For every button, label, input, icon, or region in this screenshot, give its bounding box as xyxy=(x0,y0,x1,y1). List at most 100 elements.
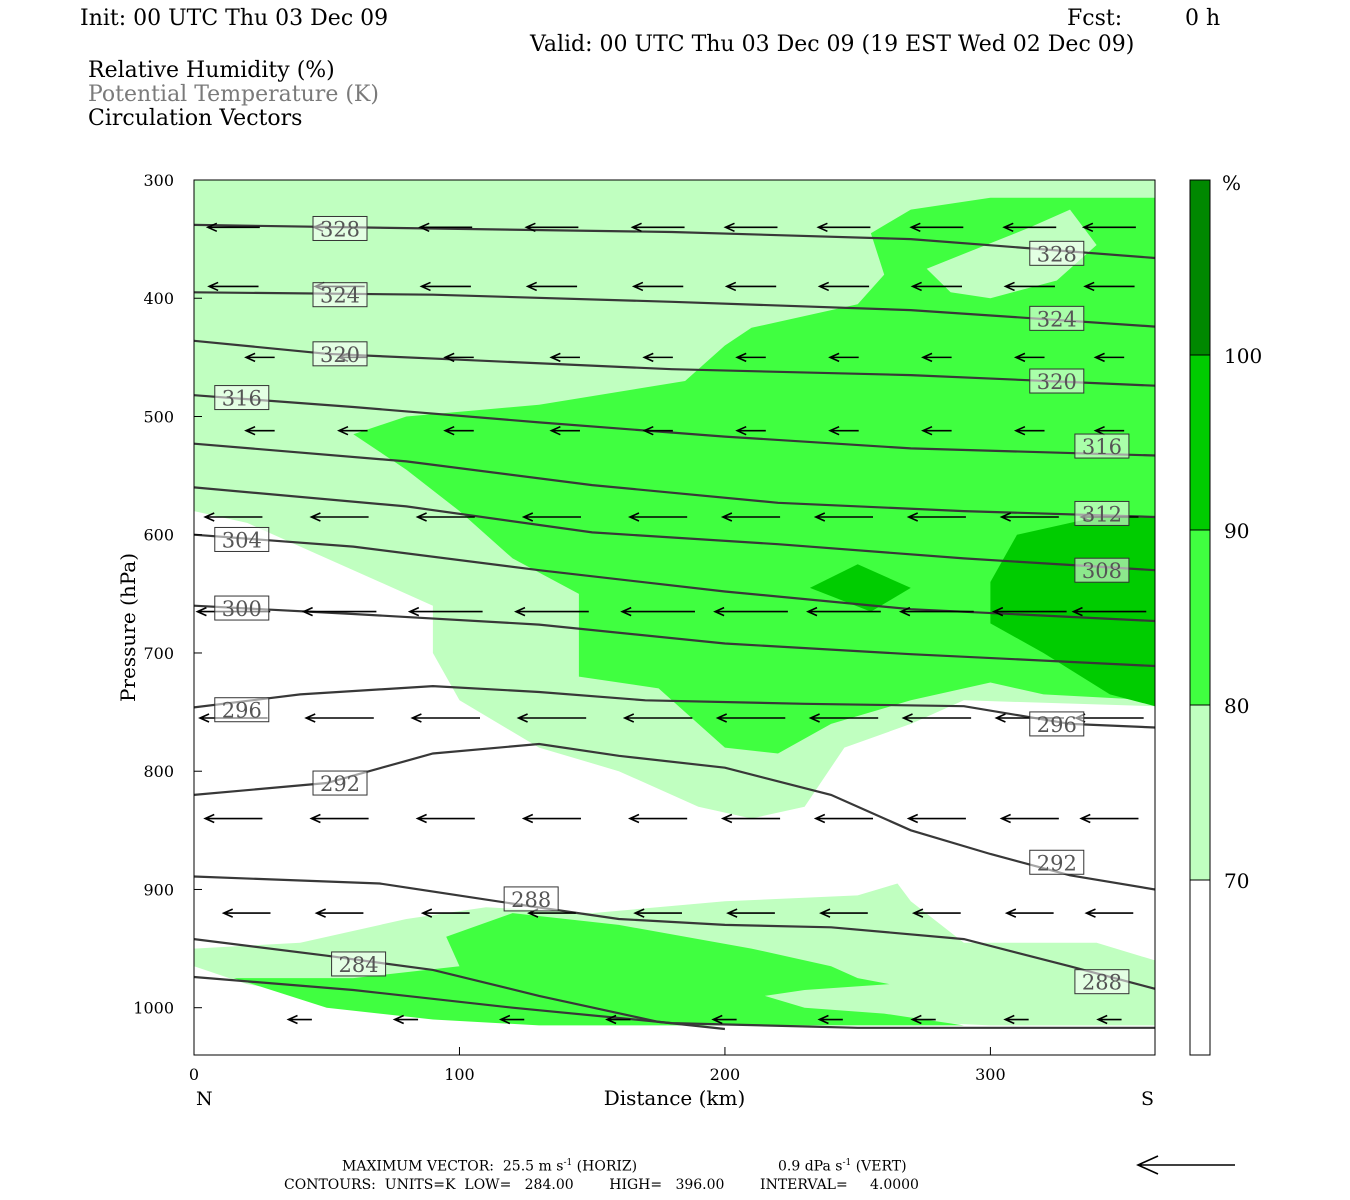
wind-vector xyxy=(726,908,775,918)
wind-vector xyxy=(392,1014,419,1025)
wind-vector xyxy=(407,606,483,617)
wind-vector xyxy=(828,425,859,436)
wind-vector xyxy=(419,281,471,292)
colorbar-label: 80 xyxy=(1224,694,1249,718)
wind-vector xyxy=(1002,222,1057,233)
wind-vector xyxy=(828,352,859,363)
colorbar-segment xyxy=(1190,705,1210,880)
theta-label-box xyxy=(503,886,559,912)
wind-vector xyxy=(620,606,695,617)
theta-label-text: 320 xyxy=(320,343,360,367)
theta-label-box xyxy=(1074,557,1130,583)
wind-vector xyxy=(921,352,952,363)
wind-vector xyxy=(735,352,766,363)
wind-vector xyxy=(309,512,369,522)
colorbar-label: 70 xyxy=(1224,869,1249,893)
theta-label-box xyxy=(1029,305,1085,331)
y-tick-label: 1000 xyxy=(133,999,174,1018)
theta-label-text: 324 xyxy=(320,284,360,308)
colorbar-unit: % xyxy=(1222,171,1241,195)
wind-vector xyxy=(443,352,474,363)
wind-vector xyxy=(816,222,871,233)
theta-label-text: 328 xyxy=(1037,242,1077,266)
x-tick-label: 300 xyxy=(975,1065,1006,1084)
wind-vector xyxy=(1096,1014,1122,1025)
wind-vector xyxy=(1081,222,1136,233)
wind-vector xyxy=(628,512,688,522)
theta-label-text: 316 xyxy=(1082,435,1122,459)
wind-vector xyxy=(901,713,972,723)
theta-label-box xyxy=(1074,433,1130,459)
x-axis-title: Distance (km) xyxy=(604,1086,746,1110)
theta-label-316: 316 xyxy=(1074,433,1130,459)
north-label: N xyxy=(196,1088,213,1110)
wind-vector xyxy=(906,813,966,824)
theta-label-316: 316 xyxy=(214,385,270,411)
wind-vector xyxy=(443,425,474,436)
theta-label-box xyxy=(1029,368,1085,394)
rh-region-80 xyxy=(353,197,1155,754)
theta-label-box xyxy=(214,526,270,552)
theta-contour-288 xyxy=(194,875,1155,990)
theta-label-328: 328 xyxy=(1029,240,1085,266)
wind-vector xyxy=(1003,281,1055,292)
rh-region-70 xyxy=(926,209,1097,299)
theta-label-box xyxy=(1029,711,1085,737)
x-tick-label: 200 xyxy=(710,1065,741,1084)
colorbar-segment xyxy=(1190,530,1210,705)
init-time: Init: 00 UTC Thu 03 Dec 09 xyxy=(80,6,389,31)
theta-label-text: 300 xyxy=(222,597,262,621)
theta-label-320: 320 xyxy=(312,341,368,367)
theta-label-308: 308 xyxy=(1074,557,1130,583)
colorbar-frame xyxy=(1189,179,1211,1056)
theta-label-box xyxy=(312,215,368,241)
wind-vector xyxy=(524,222,579,233)
y-tick-label: 300 xyxy=(143,171,174,190)
theta-label-box xyxy=(1074,500,1130,526)
theta-label-box xyxy=(1074,969,1130,995)
wind-vector xyxy=(713,606,788,617)
wind-vector xyxy=(1083,281,1135,292)
wind-vector xyxy=(415,813,475,824)
theta-label-box xyxy=(1029,240,1085,266)
theta-label-324: 324 xyxy=(1029,305,1085,331)
theta-label-text: 316 xyxy=(222,387,262,411)
wind-vector xyxy=(642,425,673,436)
max-vector-label: MAXIMUM VECTOR: 25.5 m s-1 (HORIZ) xyxy=(342,1158,638,1175)
theta-label-text: 312 xyxy=(1082,502,1122,526)
wind-vector xyxy=(921,425,952,436)
max-vector-horiz: 25.5 m s xyxy=(502,1158,564,1175)
wind-vector xyxy=(221,908,271,918)
theta-label-304: 304 xyxy=(214,526,270,552)
theta-label-text: 288 xyxy=(1082,971,1122,995)
wind-vector xyxy=(286,1014,312,1025)
theta-contour-320 xyxy=(194,339,1155,387)
wind-vector xyxy=(207,281,259,292)
y-tick-label: 500 xyxy=(143,407,174,426)
theta-label-320: 320 xyxy=(1029,368,1085,394)
reference-vector-icon xyxy=(1136,1155,1235,1175)
wind-vector xyxy=(301,606,377,617)
wind-vector xyxy=(549,425,580,436)
wind-vector xyxy=(630,222,685,233)
theta-label-box xyxy=(214,697,270,723)
theta-label-text: 296 xyxy=(222,699,262,723)
colorbar-segment xyxy=(1190,180,1210,355)
wind-vector xyxy=(910,1014,936,1025)
wind-vector xyxy=(910,281,963,292)
wind-vector xyxy=(203,813,263,824)
theta-label-text: 288 xyxy=(511,888,551,912)
wind-vector xyxy=(498,1014,525,1025)
wind-vector xyxy=(521,512,581,522)
wind-vector xyxy=(525,281,578,292)
theta-label-box xyxy=(214,595,270,621)
wind-vector xyxy=(817,281,870,292)
legend-theta: Potential Temperature (K) xyxy=(88,82,379,107)
wind-vector xyxy=(549,352,580,363)
theta-contour-surface xyxy=(194,975,1155,1029)
legend-rh: Relative Humidity (%) xyxy=(88,58,335,83)
forecast-label: Fcst: xyxy=(1067,6,1123,31)
theta-label-288: 288 xyxy=(1074,969,1130,995)
wind-vector xyxy=(711,1014,737,1025)
